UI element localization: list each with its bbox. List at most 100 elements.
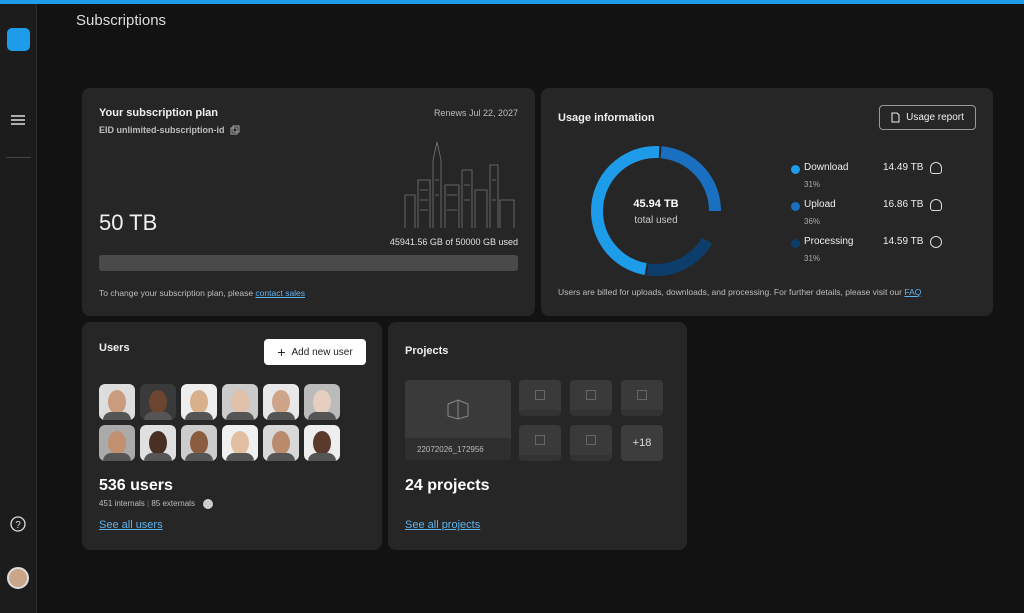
note-text: To change your subscription plan, please — [99, 288, 254, 298]
user-avatar[interactable] — [181, 384, 217, 420]
download-arc — [591, 146, 721, 276]
avatar-body — [185, 412, 213, 420]
avatar-face — [231, 390, 249, 414]
user-avatar[interactable] — [304, 384, 340, 420]
top-bar — [0, 0, 1024, 4]
avatar-body — [103, 412, 131, 420]
donut-chart — [591, 146, 721, 276]
avatar-face — [108, 431, 126, 455]
more-projects[interactable]: +18 — [621, 425, 663, 461]
legend-name: Upload — [804, 199, 836, 210]
avatar-face — [272, 431, 290, 455]
thumb-icon — [637, 390, 647, 400]
plan-title: Your subscription plan — [99, 107, 218, 119]
user-avatar[interactable] — [304, 425, 340, 461]
button-text: Add new user — [291, 346, 353, 358]
project-thumb[interactable] — [621, 380, 663, 416]
projects-title: Projects — [405, 345, 449, 357]
projects-card: Projects 22072026_172956 +18 24 projects… — [388, 322, 687, 550]
see-all-users[interactable]: See all users — [99, 519, 163, 531]
total-used: 45.94 TB — [633, 198, 679, 210]
user-avatar[interactable] — [263, 384, 299, 420]
plan-used: 45941.56 GB of 50000 GB used — [389, 237, 518, 247]
project-icon — [447, 399, 469, 420]
avatar-face — [108, 390, 126, 414]
usage-report-button[interactable]: Usage report — [879, 105, 976, 130]
avatar-body — [226, 412, 254, 420]
legend-icon — [930, 236, 942, 248]
legend-amount: 14.59 TB — [883, 236, 924, 247]
plan-eid: EID unlimited-subscription-id — [99, 125, 225, 135]
avatar-face — [313, 431, 331, 455]
avatar-face — [272, 390, 290, 414]
profile-avatar[interactable] — [7, 567, 29, 589]
copy-icon[interactable] — [230, 125, 240, 135]
avatar-body — [144, 412, 172, 420]
faq-link[interactable]: FAQ — [904, 287, 922, 297]
legend-name: Processing — [804, 236, 854, 247]
legend-icon — [930, 199, 942, 211]
note-text: Users are billed for uploads, downloads,… — [558, 287, 902, 297]
legend-percent: 31% — [804, 254, 821, 263]
avatar-body — [226, 453, 254, 461]
user-avatar[interactable] — [140, 425, 176, 461]
help-icon[interactable]: ? — [10, 516, 26, 532]
user-avatar[interactable] — [222, 425, 258, 461]
total-label: total used — [634, 215, 678, 226]
thumb-icon — [535, 435, 545, 445]
user-avatar[interactable] — [222, 384, 258, 420]
usage-bar — [99, 255, 518, 271]
avatar-body — [103, 453, 131, 461]
plan-note: To change your subscription plan, please… — [99, 288, 305, 298]
project-thumb[interactable] — [519, 425, 561, 461]
project-thumb[interactable] — [570, 425, 612, 461]
user-avatar[interactable] — [140, 384, 176, 420]
plan-card: Your subscription plan EID unlimited-sub… — [82, 88, 535, 316]
legend-dot — [791, 202, 800, 211]
legend-percent: 31% — [804, 180, 821, 189]
avatar-face — [313, 390, 331, 414]
avatar-body — [267, 412, 295, 420]
add-user-button[interactable]: + Add new user — [264, 339, 366, 365]
legend-percent: 36% — [804, 217, 821, 226]
upload-arc — [591, 146, 721, 276]
users-card: Users + Add new user 536 users 451 intern… — [82, 322, 382, 550]
city-illustration — [404, 141, 515, 228]
avatar-body — [308, 412, 336, 420]
project-count: 24 projects — [405, 477, 490, 494]
see-all-projects[interactable]: See all projects — [405, 519, 481, 531]
legend-amount: 14.49 TB — [883, 162, 924, 173]
user-avatar[interactable] — [181, 425, 217, 461]
user-avatar[interactable] — [99, 384, 135, 420]
svg-text:?: ? — [15, 520, 21, 531]
legend-name: Download — [804, 162, 849, 173]
divider — [6, 157, 31, 158]
legend-dot — [791, 165, 800, 174]
legend-dot — [791, 239, 800, 248]
info-icon[interactable] — [203, 499, 214, 509]
user-count: 536 users — [99, 477, 173, 494]
project-thumb[interactable] — [519, 380, 561, 416]
user-avatar[interactable] — [263, 425, 299, 461]
featured-project[interactable]: 22072026_172956 — [405, 380, 511, 460]
avatar-face — [149, 431, 167, 455]
logo[interactable] — [7, 28, 30, 51]
avatar-body — [267, 453, 295, 461]
contact-link[interactable]: contact sales — [255, 288, 306, 298]
usage-note: Users are billed for uploads, downloads,… — [558, 287, 921, 297]
menu-icon[interactable] — [10, 113, 26, 127]
avatar-face — [231, 431, 249, 455]
sidebar: ? — [0, 4, 37, 613]
project-name: 22072026_172956 — [405, 438, 511, 460]
project-thumb[interactable] — [570, 380, 612, 416]
avatar-face — [190, 431, 208, 455]
avatar-body — [144, 453, 172, 461]
avatar-face — [190, 390, 208, 414]
legend-icon — [930, 162, 942, 174]
renews: Renews Jul 22, 2027 — [433, 108, 518, 118]
thumb-icon — [586, 390, 596, 400]
users-title: Users — [99, 342, 130, 354]
user-avatar[interactable] — [99, 425, 135, 461]
page-title: Subscriptions — [76, 12, 167, 29]
